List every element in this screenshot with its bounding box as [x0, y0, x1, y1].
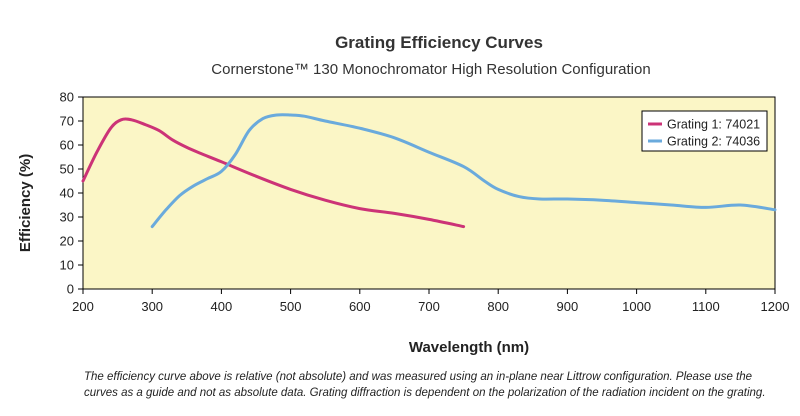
footnote-line-2: curves as a guide and not as absolute da… — [84, 387, 766, 399]
x-tick-label: 800 — [487, 299, 509, 314]
x-tick-label: 1100 — [692, 299, 720, 314]
footnote: The efficiency curve above is relative (… — [84, 369, 784, 401]
y-tick-label: 10 — [60, 258, 74, 273]
x-tick-label: 1200 — [761, 299, 790, 314]
x-tick-label: 500 — [280, 299, 302, 314]
x-tick-label: 900 — [557, 299, 579, 314]
x-tick-label: 200 — [72, 299, 94, 314]
x-tick-label: 700 — [418, 299, 440, 314]
efficiency-chart: 0 10 20 30 40 50 60 70 80 200 300 400 500 600 700 800 90… — [17, 90, 790, 357]
chart-subtitle: Cornerstone™ 130 Monochromator High Reso… — [211, 61, 651, 78]
x-axis-label: Wavelength (nm) — [409, 339, 529, 356]
legend-box — [641, 110, 768, 152]
legend-entry-2: Grating 2: 74036 — [667, 135, 760, 149]
y-tick-label: 20 — [60, 234, 74, 249]
y-tick-label: 0 — [67, 282, 74, 297]
y-tick-label: 70 — [60, 114, 74, 129]
footnote-line-1: The efficiency curve above is relative (… — [84, 371, 753, 383]
y-tick-label: 30 — [60, 210, 74, 225]
x-tick-label: 1000 — [622, 299, 651, 314]
y-axis-label: Efficiency (%) — [17, 154, 34, 252]
x-tick-label: 400 — [211, 299, 233, 314]
chart-title: Grating Efficiency Curves — [335, 33, 543, 52]
y-tick-label: 60 — [60, 138, 74, 153]
series-line-1 — [81, 117, 466, 229]
x-tick-label: 300 — [141, 299, 163, 314]
y-tick-label: 50 — [60, 162, 74, 177]
legend-entry-1: Grating 1: 74021 — [667, 118, 760, 132]
y-tick-label: 80 — [60, 90, 74, 105]
series-line-2 — [150, 113, 777, 229]
x-tick-label: 600 — [349, 299, 371, 314]
y-tick-label: 40 — [60, 186, 74, 201]
